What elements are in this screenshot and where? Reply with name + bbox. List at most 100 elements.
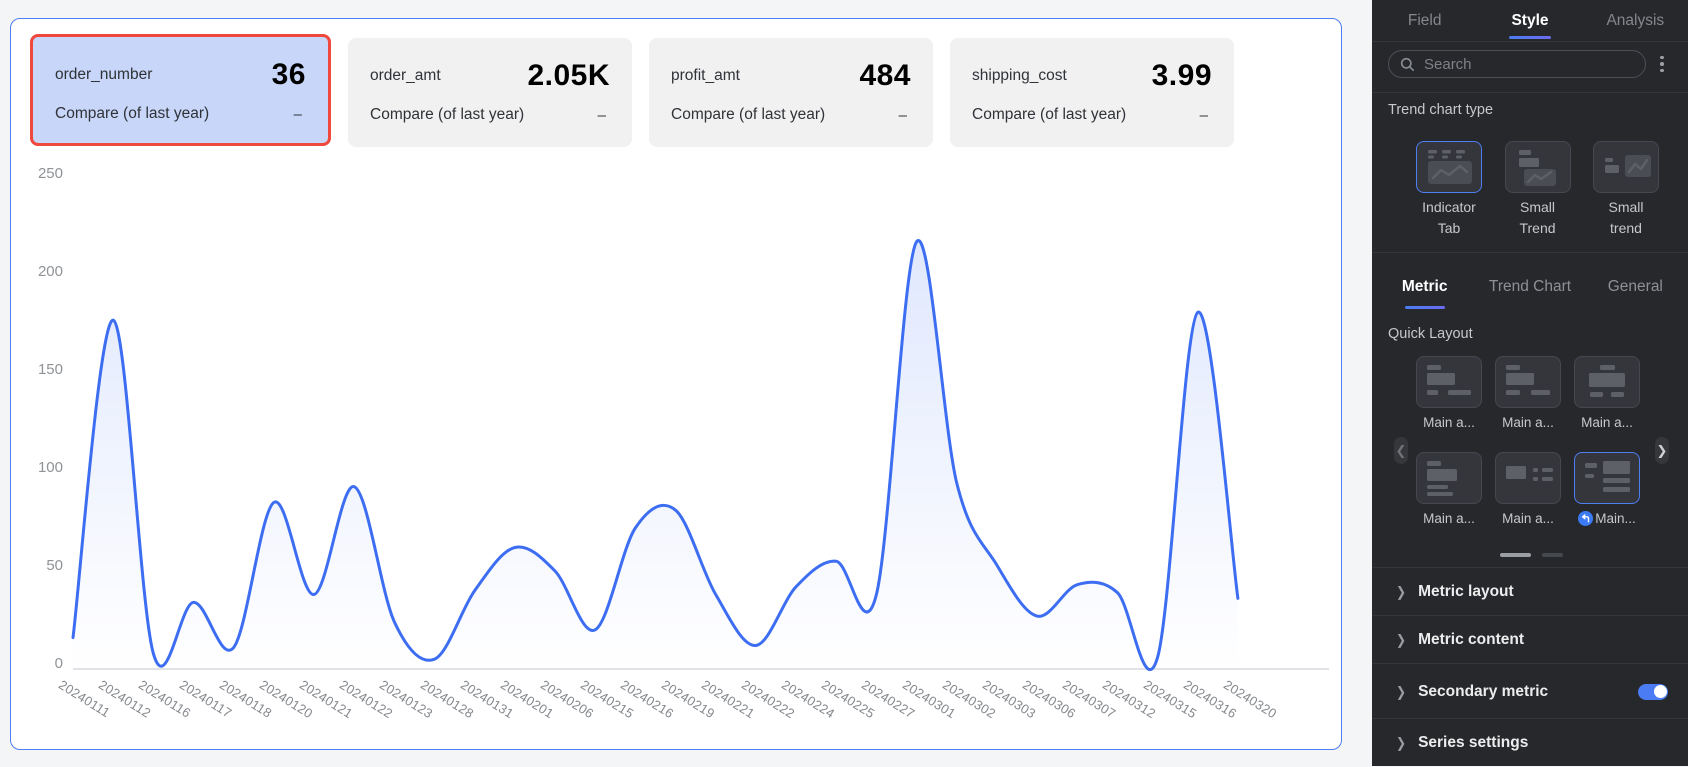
y-axis-label: 100 (37, 459, 63, 476)
metric-compare-value: – (293, 105, 302, 123)
label-text: Main a... (1502, 414, 1554, 430)
quick-layout-option[interactable] (1495, 452, 1561, 504)
metric-value: 36 (271, 58, 306, 91)
metric-label: order_amt (370, 67, 441, 84)
style-subtab-bar: Metric Trend Chart General (1372, 265, 1688, 309)
collapse-chevron-icon: ❯ (1396, 631, 1407, 649)
search-icon (1400, 57, 1414, 71)
section-title-quick-layout: Quick Layout (1388, 326, 1473, 342)
divider (1372, 252, 1688, 253)
section-label: Metric layout (1418, 583, 1514, 600)
small-trend-2-icon (1605, 155, 1651, 177)
panel-tab-bar: Field Style Analysis (1372, 0, 1688, 42)
dashboard-canvas: order_number 36 Compare (of last year) –… (10, 18, 1342, 750)
secondary-metric-toggle[interactable] (1638, 683, 1668, 700)
y-axis-label: 150 (37, 361, 63, 378)
metric-label: shipping_cost (972, 67, 1067, 84)
y-axis-label: 0 (54, 655, 63, 672)
tab-label: Metric (1401, 278, 1448, 295)
metric-compare-label: Compare (of last year) (671, 106, 826, 123)
panel-tab-field[interactable]: Field (1372, 0, 1477, 41)
trend-chart-widget[interactable]: order_number 36 Compare (of last year) –… (10, 18, 1342, 750)
active-tab-underline (1508, 36, 1551, 39)
toggle-knob (1653, 685, 1667, 698)
trend-type-option[interactable] (1416, 141, 1482, 193)
section-label: Metric content (1418, 631, 1524, 648)
metric-label: profit_amt (671, 67, 740, 84)
line-chart-canvas[interactable] (11, 149, 1340, 679)
label-text: Main a... (1502, 510, 1554, 526)
tab-label: General (1607, 278, 1663, 295)
section-header-metric-content[interactable]: ❯ Metric content (1372, 615, 1688, 664)
search-input[interactable] (1422, 54, 1596, 74)
kebab-menu-icon[interactable] (1652, 50, 1672, 78)
quick-layout-option-label: Main a... (1568, 412, 1647, 432)
search-box[interactable] (1388, 50, 1646, 78)
quick-layout-option[interactable] (1416, 356, 1482, 408)
label-text: Main a... (1581, 414, 1633, 430)
section-header-series-settings[interactable]: ❯ Series settings (1372, 718, 1688, 767)
quick-layout-option[interactable] (1574, 452, 1640, 504)
pagination-bar-active[interactable] (1500, 553, 1531, 557)
metric-value: 3.99 (1151, 59, 1212, 92)
subtab-trend-chart[interactable]: Trend Chart (1477, 265, 1582, 309)
layout-3-icon (1589, 365, 1625, 397)
quick-layout-option-label: Main... (1568, 508, 1647, 528)
metric-card[interactable]: shipping_cost 3.99 Compare (of last year… (950, 38, 1234, 147)
metric-card[interactable]: order_number 36 Compare (of last year) – (30, 34, 331, 146)
metric-compare-label: Compare (of last year) (370, 106, 525, 123)
metric-compare-label: Compare (of last year) (55, 105, 210, 122)
subtab-general[interactable]: General (1583, 265, 1688, 309)
metric-compare-value: – (1199, 106, 1208, 124)
tab-label: Field (1407, 11, 1442, 29)
tab-label: Style (1511, 11, 1549, 29)
quick-layout-option-label: Main a... (1489, 508, 1568, 528)
trend-type-option[interactable] (1593, 141, 1659, 193)
trend-type-option[interactable] (1504, 141, 1571, 193)
layout-1-icon (1427, 365, 1471, 395)
metric-card[interactable]: order_amt 2.05K Compare (of last year) – (348, 38, 632, 147)
section-label: Series settings (1418, 734, 1529, 751)
quick-layout-option[interactable] (1495, 356, 1561, 408)
panel-tab-analysis[interactable]: Analysis (1583, 0, 1688, 41)
y-axis-label: 50 (46, 557, 63, 574)
metric-compare-value: – (597, 106, 606, 124)
label-text: Main a... (1423, 414, 1475, 430)
style-panel: Field Style Analysis Trend chart type Indi… (1372, 0, 1688, 766)
tab-label: Analysis (1606, 11, 1665, 29)
pagination-bar[interactable] (1542, 553, 1563, 557)
quick-layout-option-label: Main a... (1410, 412, 1489, 432)
collapse-chevron-icon: ❯ (1396, 734, 1407, 752)
y-axis-label: 250 (37, 165, 63, 182)
chevron-right-icon[interactable]: ❯ (1655, 437, 1669, 464)
indicator-tab-icon (1428, 150, 1472, 184)
y-axis-label: 200 (37, 263, 63, 280)
quick-layout-option-label: Main a... (1489, 412, 1568, 432)
collapse-chevron-icon: ❯ (1396, 583, 1407, 601)
metric-card[interactable]: profit_amt 484 Compare (of last year) – (649, 38, 933, 147)
layout-6-icon (1585, 461, 1630, 492)
section-title-trend-chart-type: Trend chart type (1388, 102, 1494, 118)
subtab-metric[interactable]: Metric (1372, 265, 1477, 309)
label-text: Main... (1595, 510, 1636, 526)
tab-label: Trend Chart (1488, 278, 1572, 295)
trend-type-option-label: Small Trend (1519, 199, 1556, 236)
metric-label: order_number (55, 66, 153, 83)
section-header-secondary-metric[interactable]: ❯ Secondary metric (1372, 663, 1688, 719)
quick-layout-option[interactable] (1416, 452, 1482, 504)
divider (1372, 92, 1688, 93)
section-header-metric-layout[interactable]: ❯ Metric layout (1372, 567, 1688, 616)
label-text: Main a... (1423, 510, 1475, 526)
chevron-left-icon[interactable]: ❮ (1394, 437, 1408, 464)
quick-layout-option[interactable] (1574, 356, 1640, 408)
metric-value: 2.05K (527, 59, 610, 92)
trend-type-option-label: Indicator Tab (1422, 199, 1476, 236)
trend-type-option-label: Small trend (1608, 199, 1644, 236)
layout-4-icon (1427, 461, 1457, 496)
metric-value: 484 (859, 59, 911, 92)
panel-tab-style[interactable]: Style (1477, 0, 1582, 41)
metric-compare-label: Compare (of last year) (972, 106, 1127, 123)
collapse-chevron-icon: ❯ (1396, 683, 1407, 700)
small-trend-icon (1518, 150, 1556, 186)
layout-2-icon (1506, 365, 1550, 395)
